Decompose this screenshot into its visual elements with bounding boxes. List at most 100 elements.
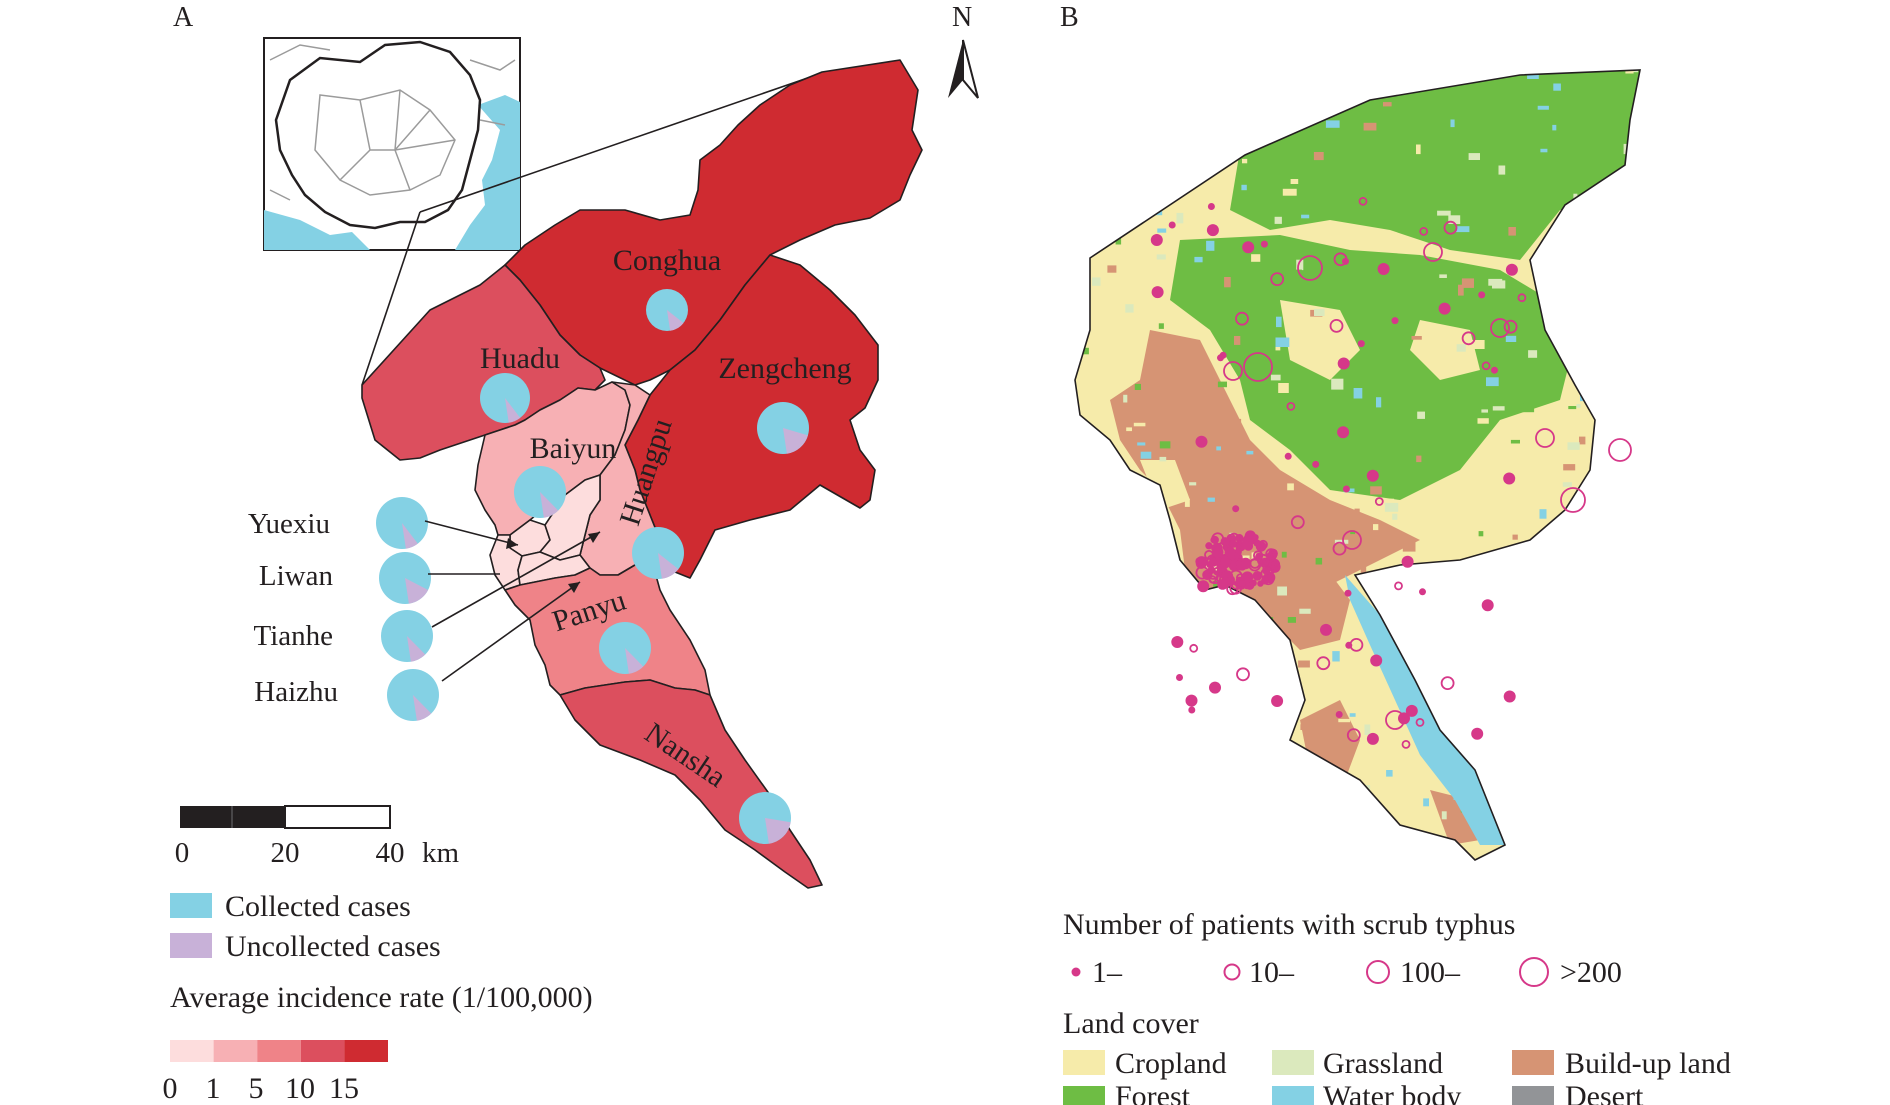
landcover-pixel [1596,153,1608,163]
landcover-pixel [1639,425,1640,433]
landcover-pixel [1458,284,1464,296]
patient-marker-ring [1195,565,1210,580]
incidence-swatch-4 [344,1040,388,1062]
landcover-pixel [1230,828,1239,833]
landcover-pixel [1597,465,1609,471]
patient-marker-small [1370,654,1383,667]
patient-marker-ring [1342,530,1362,550]
landcover-pixel [1092,84,1107,90]
patient-marker-small [1241,571,1254,584]
patient-marker-small [1366,732,1379,745]
patient-marker-ring [1333,252,1348,267]
landcover-pixel [1505,335,1517,342]
landcover-pixel [1363,122,1377,131]
patient-marker-small [1401,555,1414,568]
landcover-pixel [1159,456,1167,462]
landcover-pixel [1338,75,1351,87]
landcover-pixel [1552,420,1562,426]
landcover-pixel [1145,72,1158,76]
patient-marker-ring [1401,740,1411,749]
landcover-pixel [1257,792,1264,798]
patient-marker-ring [1358,196,1368,206]
landcover-pixel [1125,304,1134,313]
legend-patients-10-label: 10– [1249,956,1295,989]
patient-marker-ring [1265,548,1277,560]
landcover-pixel [1242,158,1248,164]
patient-marker-small [1205,542,1213,550]
patient-marker-small [1438,302,1451,315]
patient-marker-small [1391,317,1399,325]
scale-tick-20: 20 [271,837,300,869]
landcover-pixel [1288,269,1302,274]
landcover-pixel [1582,597,1591,607]
incidence-swatch-1 [213,1040,258,1062]
patient-marker-small [1337,426,1350,439]
inset-leader-line-1 [361,211,421,386]
pie-uncollected-slice [402,523,418,549]
landcover-pixel [1290,179,1299,184]
patient-marker-small [1210,536,1218,544]
landcover-pixel [1262,96,1267,108]
label-conghua: Conghua [613,244,721,277]
landcover-pixel [1216,446,1221,451]
landcover-pixel [1488,278,1503,286]
landcover-pixel [1206,70,1217,71]
landcover-pixel [1416,144,1421,155]
legend-uncollected-swatch [170,933,212,958]
landcover-pixel [1281,551,1287,558]
landcover-pixel [1147,642,1160,646]
district-tianhe[interactable] [539,474,601,561]
landcover-pixel [1607,670,1616,678]
landcover-pixel [1377,808,1382,819]
patient-marker-small [1261,576,1269,585]
landcover-pixel [1200,154,1208,166]
district-panyu[interactable] [504,554,711,696]
landcover-pixel [1159,441,1171,449]
patient-marker-small [1357,340,1365,348]
inset-leader-line-2 [419,71,826,213]
landcover-pixel [1219,139,1225,149]
landcover-pixel [1545,556,1560,560]
landcover-pixel [1133,422,1146,427]
leader-tianhe [431,531,601,628]
landcover-pixel [1373,837,1381,842]
landcover-pixel [1268,143,1280,149]
landcover-pixel [1505,847,1515,858]
landcover-pixel [1360,566,1367,577]
landcover-pixel [1450,119,1455,128]
landcover-pixel [1209,597,1215,606]
landcover-pixel [1300,724,1307,730]
north-arrow-label: N [952,2,972,33]
landcover-pixel [1384,502,1399,512]
landcover-pixel [1372,238,1378,249]
landcover-pixel [1548,460,1554,471]
landcover-pixel [1455,226,1470,233]
landcover-pixel [1610,708,1623,714]
landcover-pixel [1423,798,1429,807]
patient-marker-small [1342,485,1350,493]
forest-north [1230,70,1640,260]
patient-marker-small [1207,566,1216,574]
landcover-pixel [1383,102,1392,107]
landcover-pixel [1625,70,1634,74]
patient-marker-small [1503,690,1516,703]
landcover-pixel [1336,801,1341,810]
landcover-pixel [1517,178,1523,188]
legend-desert-swatch [1512,1086,1554,1105]
pie-zengcheng [757,402,809,454]
landcover-pixel [1572,399,1577,410]
landcover-pixel [1350,530,1356,535]
patient-marker-ring [1394,581,1403,591]
patient-marker-ring [1517,293,1527,303]
district-nansha[interactable] [559,679,823,889]
landcover-pixel [1343,352,1352,357]
landcover-pixel [1158,838,1163,848]
pie-layer [376,289,809,844]
landcover-pixel [1156,254,1166,260]
landcover-pixel [1246,450,1254,455]
landcover-pixel [1237,685,1248,689]
legend-landcover-title: Land cover [1063,1007,1199,1040]
landcover-pixel [1183,579,1190,583]
incidence-tick-1: 1 [206,1072,221,1105]
landcover-pixel [1581,335,1588,341]
